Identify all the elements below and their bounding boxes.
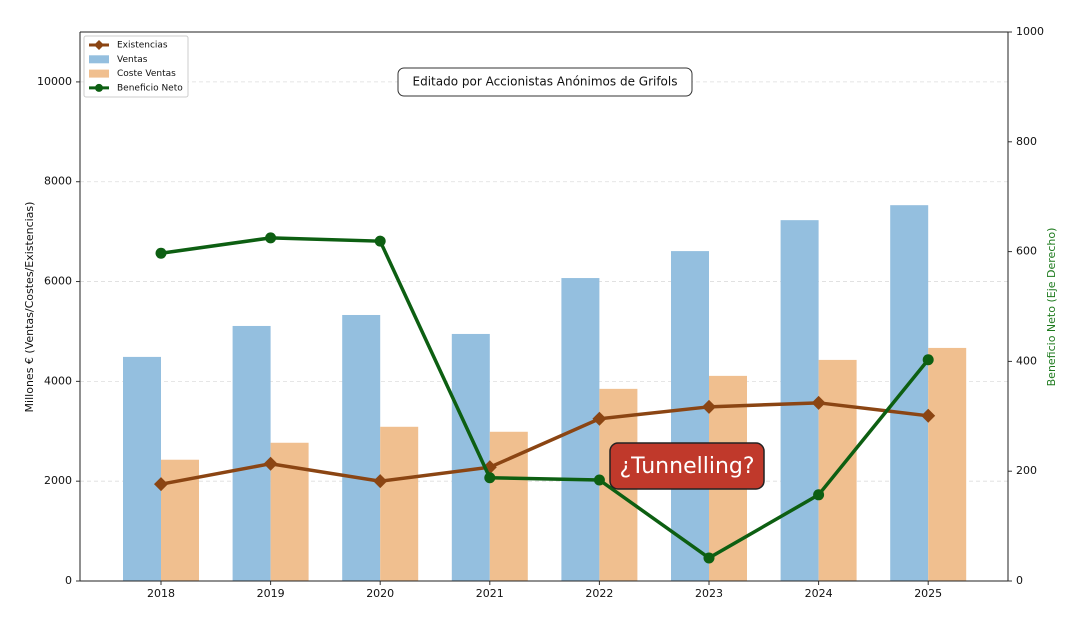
annotation-box: [397, 67, 693, 97]
y-tick-label: 6000: [44, 275, 72, 288]
x-tick-label: 2024: [805, 587, 833, 600]
y2-tick-label: 400: [1016, 354, 1037, 367]
marker: [702, 399, 716, 414]
marker: [154, 477, 168, 492]
legend-box: [83, 35, 189, 98]
legend-label: Existencias: [117, 41, 168, 51]
marker: [373, 474, 388, 489]
legend-label: Beneficio Neto: [117, 83, 183, 93]
marker: [593, 474, 605, 486]
y2-tick-label: 0: [1016, 574, 1023, 587]
y-tick-label: 0: [65, 574, 72, 587]
legend-swatch: [89, 69, 109, 78]
marker: [811, 395, 826, 410]
bar: [671, 251, 709, 582]
legend-label: Coste Ventas: [117, 69, 176, 79]
x-tick-label: 2025: [914, 587, 942, 600]
bar: [451, 333, 490, 581]
bar: [489, 431, 528, 581]
bar: [780, 220, 819, 581]
legend-label: Ventas: [117, 55, 148, 65]
line: [160, 401, 929, 486]
x-tick-label: 2019: [257, 587, 285, 600]
legend: Existencias Ventas Coste Ventas Beneficio N…: [83, 35, 189, 98]
y-tick-label: 4000: [44, 374, 72, 387]
marker: [592, 411, 607, 426]
y2-axis-label: Beneficio Neto (Eje Derecho): [1045, 228, 1058, 387]
marker: [813, 489, 825, 501]
y-tick-label: 8000: [44, 175, 72, 188]
annotation: ¿Tunnelling?: [619, 454, 754, 479]
y-tick-label: 10000: [37, 75, 72, 88]
y2-tick-label: 1000: [1016, 25, 1044, 38]
bar: [232, 325, 271, 581]
marker: [484, 472, 496, 484]
x-tick-label: 2018: [147, 587, 175, 600]
marker: [703, 552, 715, 564]
x-tick-label: 2021: [476, 587, 504, 600]
bar: [890, 205, 929, 581]
annotation-box: [609, 442, 765, 490]
legend-marker: [95, 83, 103, 92]
y2-tick-label: 600: [1016, 245, 1037, 258]
marker: [922, 354, 934, 366]
marker: [921, 408, 936, 423]
y-tick-label: 2000: [44, 474, 72, 487]
bar: [561, 278, 600, 581]
bar: [928, 347, 967, 581]
bar: [380, 426, 419, 581]
marker: [374, 235, 386, 247]
marker: [155, 247, 167, 259]
x-tick-label: 2023: [695, 587, 723, 600]
bar: [342, 314, 381, 581]
y-axis-label: Millones € (Ventas/Costes/Existencias): [23, 202, 36, 413]
y2-tick-label: 800: [1016, 135, 1037, 148]
x-tick-label: 2020: [366, 587, 394, 600]
legend-swatch: [89, 55, 109, 64]
line: [160, 236, 930, 561]
legend-marker: [94, 40, 104, 50]
bar: [123, 356, 161, 581]
x-tick-label: 2022: [585, 587, 613, 600]
annotation: Editado por Accionistas Anónimos de Grif…: [413, 75, 678, 89]
marker: [263, 456, 278, 471]
y2-tick-label: 200: [1016, 464, 1037, 477]
marker: [265, 232, 277, 244]
